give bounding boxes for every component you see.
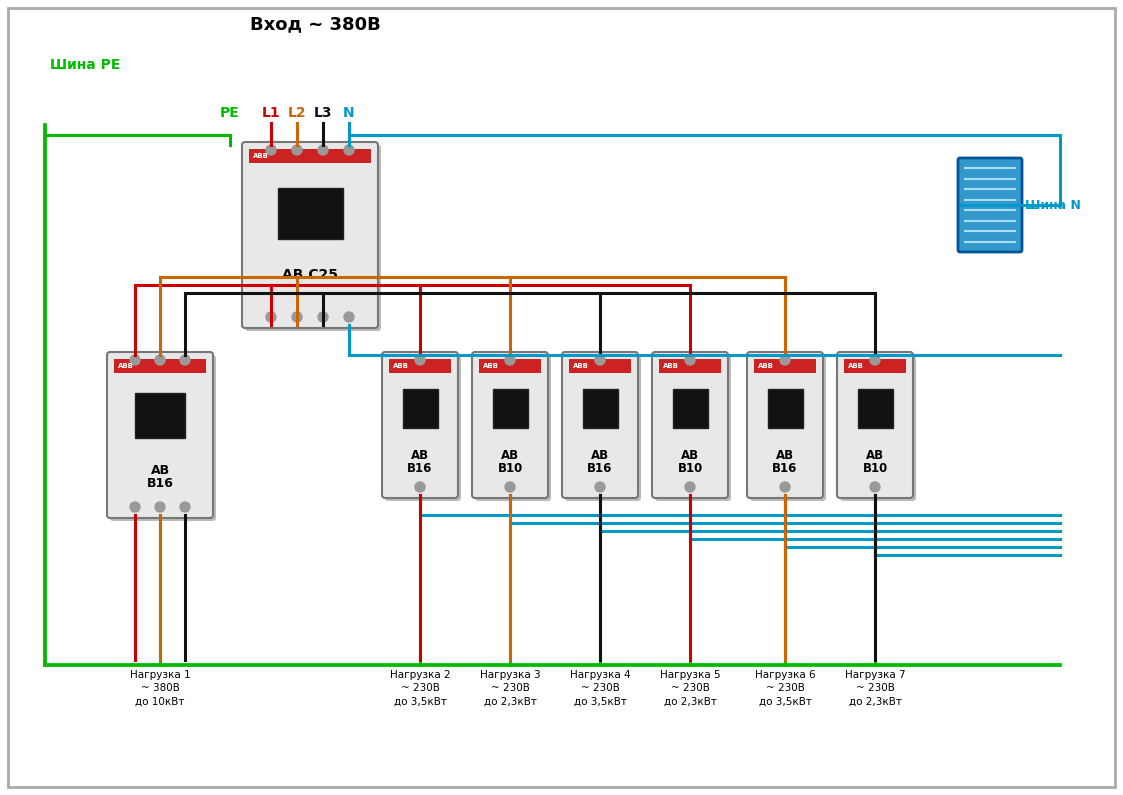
Circle shape bbox=[266, 145, 276, 155]
Text: В10: В10 bbox=[497, 463, 522, 475]
Text: Нагрузка 6
~ 230В
до 3,5кВт: Нагрузка 6 ~ 230В до 3,5кВт bbox=[755, 670, 815, 707]
Text: ABB: ABB bbox=[483, 363, 499, 369]
Circle shape bbox=[870, 355, 880, 365]
Text: L2: L2 bbox=[287, 106, 307, 120]
Circle shape bbox=[292, 312, 302, 322]
Text: ABB: ABB bbox=[663, 363, 679, 369]
FancyBboxPatch shape bbox=[382, 352, 458, 498]
Bar bbox=[659, 359, 721, 373]
Text: Нагрузка 1
~ 380В
до 10кВт: Нагрузка 1 ~ 380В до 10кВт bbox=[129, 670, 190, 707]
Circle shape bbox=[870, 482, 880, 492]
FancyBboxPatch shape bbox=[652, 352, 728, 498]
Circle shape bbox=[505, 355, 515, 365]
Bar bbox=[480, 359, 541, 373]
Circle shape bbox=[416, 482, 424, 492]
Text: Шина РЕ: Шина РЕ bbox=[51, 58, 120, 72]
FancyBboxPatch shape bbox=[565, 355, 641, 501]
Bar bbox=[754, 359, 816, 373]
Bar bbox=[402, 389, 438, 428]
FancyBboxPatch shape bbox=[107, 352, 213, 518]
Bar bbox=[767, 389, 803, 428]
Circle shape bbox=[685, 482, 695, 492]
Bar bbox=[249, 149, 371, 163]
Bar bbox=[673, 389, 707, 428]
FancyBboxPatch shape bbox=[385, 355, 462, 501]
Text: PE: PE bbox=[220, 106, 240, 120]
Text: L3: L3 bbox=[313, 106, 332, 120]
Bar bbox=[277, 188, 343, 238]
Text: ABB: ABB bbox=[573, 363, 588, 369]
Text: В10: В10 bbox=[862, 463, 887, 475]
Text: ABB: ABB bbox=[758, 363, 774, 369]
Circle shape bbox=[155, 355, 165, 365]
Circle shape bbox=[505, 482, 515, 492]
FancyBboxPatch shape bbox=[837, 352, 913, 498]
Text: АВ: АВ bbox=[866, 449, 884, 463]
Text: ABB: ABB bbox=[253, 153, 268, 159]
Circle shape bbox=[685, 355, 695, 365]
Circle shape bbox=[266, 312, 276, 322]
Text: Нагрузка 2
~ 230В
до 3,5кВт: Нагрузка 2 ~ 230В до 3,5кВт bbox=[390, 670, 450, 707]
Circle shape bbox=[155, 502, 165, 512]
Circle shape bbox=[344, 145, 354, 155]
FancyBboxPatch shape bbox=[958, 158, 1022, 252]
Text: ABB: ABB bbox=[118, 363, 134, 369]
Circle shape bbox=[595, 355, 605, 365]
Circle shape bbox=[292, 145, 302, 155]
Circle shape bbox=[344, 312, 354, 322]
Text: АВ: АВ bbox=[501, 449, 519, 463]
Circle shape bbox=[180, 355, 190, 365]
Text: N: N bbox=[344, 106, 355, 120]
Text: ABB: ABB bbox=[848, 363, 864, 369]
FancyBboxPatch shape bbox=[562, 352, 638, 498]
Text: ABB: ABB bbox=[393, 363, 409, 369]
Bar bbox=[583, 389, 618, 428]
Text: АВ: АВ bbox=[681, 449, 699, 463]
Bar bbox=[569, 359, 631, 373]
Text: В16: В16 bbox=[773, 463, 797, 475]
Text: АВ С25: АВ С25 bbox=[282, 268, 338, 281]
Bar bbox=[135, 394, 185, 438]
Circle shape bbox=[780, 482, 789, 492]
FancyBboxPatch shape bbox=[472, 352, 548, 498]
FancyBboxPatch shape bbox=[475, 355, 551, 501]
FancyBboxPatch shape bbox=[110, 355, 216, 521]
Bar bbox=[858, 389, 893, 428]
Circle shape bbox=[130, 355, 140, 365]
Circle shape bbox=[780, 355, 789, 365]
Text: В10: В10 bbox=[677, 463, 703, 475]
Text: АВ: АВ bbox=[776, 449, 794, 463]
Text: Нагрузка 3
~ 230В
до 2,3кВт: Нагрузка 3 ~ 230В до 2,3кВт bbox=[480, 670, 540, 707]
FancyBboxPatch shape bbox=[747, 352, 823, 498]
Circle shape bbox=[130, 502, 140, 512]
Text: В16: В16 bbox=[408, 463, 432, 475]
Circle shape bbox=[318, 145, 328, 155]
Text: В16: В16 bbox=[587, 463, 613, 475]
Bar bbox=[115, 359, 206, 373]
Circle shape bbox=[595, 482, 605, 492]
Text: Нагрузка 4
~ 230В
до 3,5кВт: Нагрузка 4 ~ 230В до 3,5кВт bbox=[569, 670, 630, 707]
Circle shape bbox=[180, 502, 190, 512]
FancyBboxPatch shape bbox=[655, 355, 731, 501]
FancyBboxPatch shape bbox=[241, 142, 378, 328]
Text: АВ: АВ bbox=[591, 449, 609, 463]
Text: Нагрузка 7
~ 230В
до 2,3кВт: Нагрузка 7 ~ 230В до 2,3кВт bbox=[844, 670, 905, 707]
FancyBboxPatch shape bbox=[750, 355, 827, 501]
Text: АВ: АВ bbox=[411, 449, 429, 463]
Text: Нагрузка 5
~ 230В
до 2,3кВт: Нагрузка 5 ~ 230В до 2,3кВт bbox=[659, 670, 720, 707]
Text: АВ: АВ bbox=[150, 463, 170, 477]
Circle shape bbox=[416, 355, 424, 365]
Text: Шина N: Шина N bbox=[1025, 199, 1080, 211]
Bar bbox=[844, 359, 906, 373]
Text: L1: L1 bbox=[262, 106, 281, 120]
Circle shape bbox=[318, 312, 328, 322]
Bar bbox=[493, 389, 528, 428]
Bar bbox=[389, 359, 451, 373]
Text: Вход ~ 380В: Вход ~ 380В bbox=[249, 15, 381, 33]
FancyBboxPatch shape bbox=[840, 355, 916, 501]
Text: В16: В16 bbox=[147, 477, 173, 490]
FancyBboxPatch shape bbox=[245, 145, 381, 331]
